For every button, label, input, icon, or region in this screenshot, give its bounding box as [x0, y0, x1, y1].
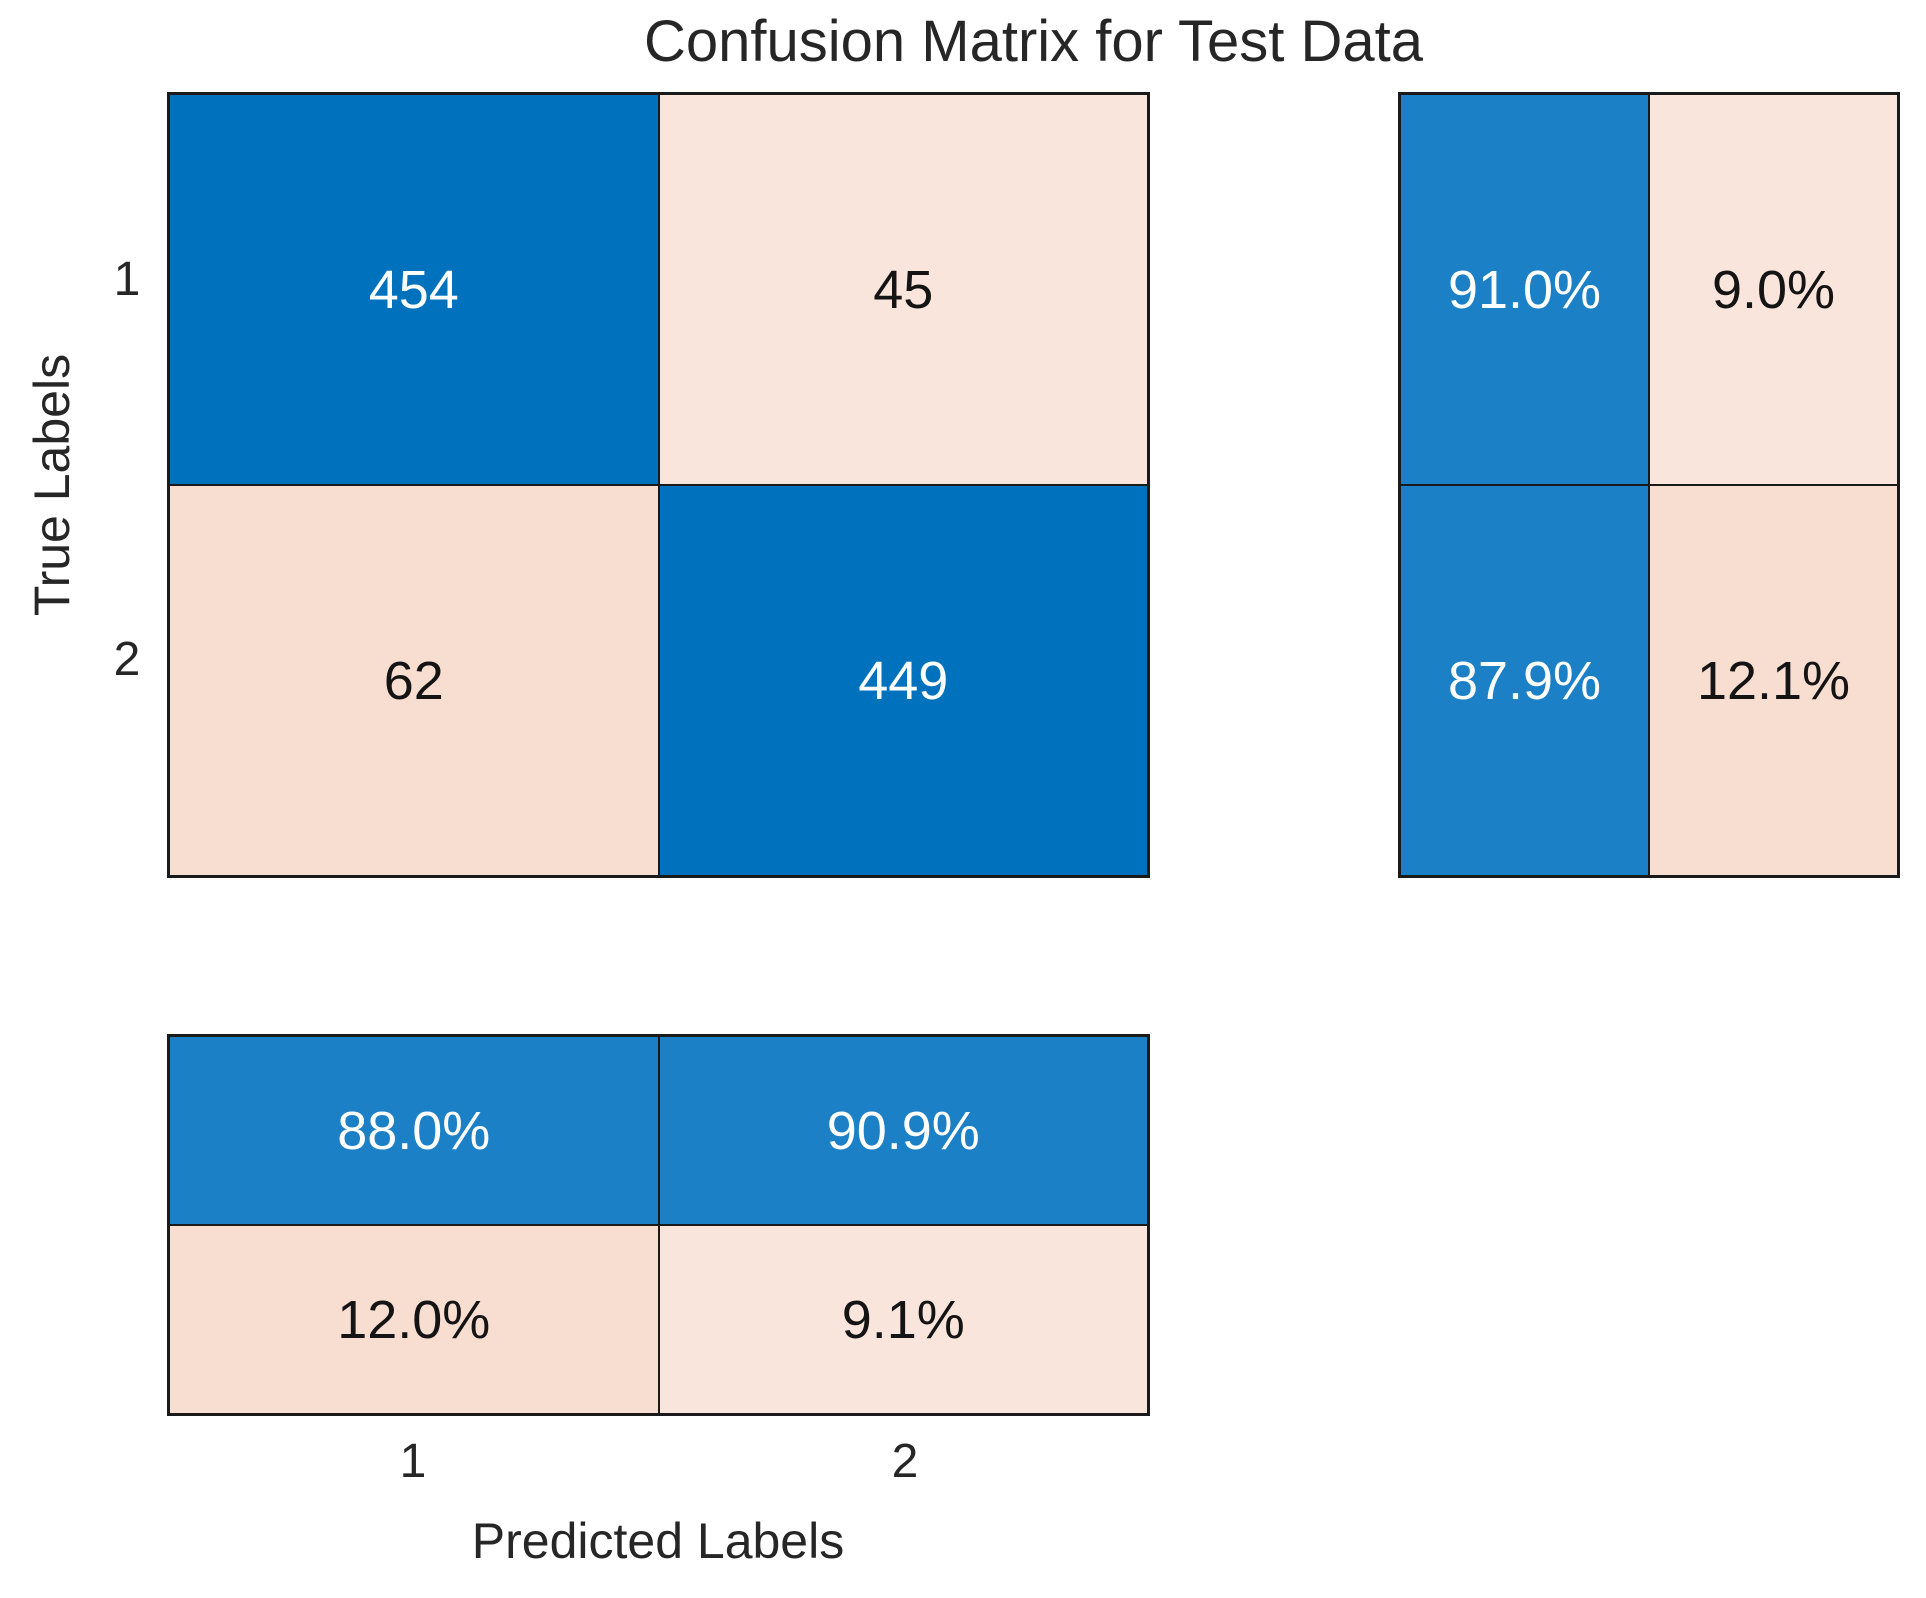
matrix-cell-true1-pred2: 45: [658, 94, 1148, 485]
x-tick-label-2: 2: [891, 1435, 919, 1488]
matrix-cell-true2-pred1: 62: [169, 485, 659, 876]
row-summary-true1-incorrect: 9.0%: [1649, 94, 1898, 485]
row-summary-true2-incorrect: 12.1%: [1649, 485, 1898, 876]
y-tick-label-1: 1: [113, 253, 141, 306]
column-summary-pred2-correct: 90.9%: [658, 1036, 1148, 1225]
row-summary-true1-correct: 91.0%: [1400, 94, 1649, 485]
y-tick-label-2: 2: [113, 633, 141, 686]
column-summary-pred1-incorrect: 12.0%: [169, 1225, 659, 1414]
confusion-matrix-main-grid: 454 45 62 449: [167, 92, 1150, 878]
y-axis-label: True Labels: [24, 353, 80, 617]
x-axis-label: Predicted Labels: [471, 1513, 845, 1569]
matrix-cell-true1-pred1: 454: [169, 94, 659, 485]
column-summary-pred2-incorrect: 9.1%: [658, 1225, 1148, 1414]
x-tick-label-1: 1: [399, 1435, 427, 1488]
row-summary-grid: 91.0% 9.0% 87.9% 12.1%: [1398, 92, 1900, 878]
row-summary-true2-correct: 87.9%: [1400, 485, 1649, 876]
matrix-cell-true2-pred2: 449: [658, 485, 1148, 876]
column-summary-grid: 88.0% 90.9% 12.0% 9.1%: [167, 1034, 1150, 1416]
chart-title: Confusion Matrix for Test Data: [643, 9, 1424, 74]
column-summary-pred1-correct: 88.0%: [169, 1036, 659, 1225]
